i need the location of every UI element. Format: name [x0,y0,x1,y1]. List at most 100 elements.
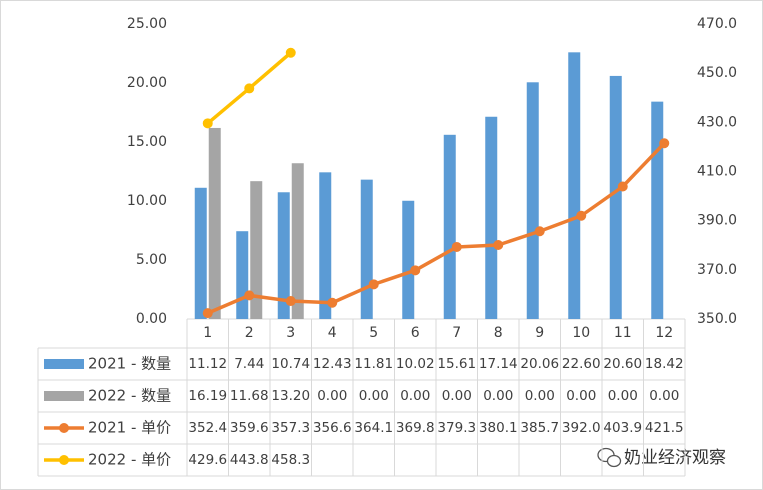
x-tick-label: 2 [245,325,254,341]
legend-label: 2021 - 数量 [88,355,171,373]
line-point [659,138,670,149]
y2-tick-label: 350.0 [697,311,737,327]
line-point [617,181,628,192]
bar [319,172,332,319]
table-value: 357.3 [271,420,310,436]
y2-tick-label: 410.0 [697,164,737,180]
line-point [368,279,379,290]
table-value: 392.0 [562,420,601,436]
line-point [576,210,587,221]
table-value: 12.43 [313,356,352,372]
legend-label: 2022 - 数量 [88,387,171,405]
table-value: 20.06 [520,356,559,372]
line-point [493,240,504,251]
y-tick-label: 20.00 [127,75,167,91]
y-tick-label: 0.00 [136,311,167,327]
line-point [451,241,462,252]
y-tick-label: 15.00 [127,134,167,150]
line-point [285,296,296,307]
y2-tick-label: 390.0 [697,213,737,229]
table-value: 443.8 [230,452,269,468]
x-tick-label: 7 [452,325,461,341]
legend-key [44,391,84,401]
y2-tick-label: 450.0 [697,65,737,81]
bar [609,75,622,319]
y-tick-label: 10.00 [127,193,167,209]
table-value: 385.7 [520,420,559,436]
table-value: 13.20 [271,388,310,404]
bar [526,82,539,320]
bar [443,134,456,319]
x-tick-label: 11 [614,325,632,341]
line-point [202,118,213,129]
line-point [285,47,296,58]
x-tick-label: 3 [286,325,295,341]
line-point [244,83,255,94]
line-point [534,226,545,237]
line-point [410,265,421,276]
line-point [202,308,213,319]
wechat-icon [597,447,622,468]
bar [194,187,207,319]
table-value: 356.6 [313,420,352,436]
table-value: 18.42 [645,356,684,372]
table-value: 359.6 [230,420,269,436]
table-value: 458.3 [271,452,310,468]
table-value: 0.00 [400,388,430,404]
table-value: 364.1 [354,420,393,436]
table-value: 0.00 [649,388,679,404]
bar [250,181,263,319]
x-tick-label: 10 [572,325,590,341]
bar [208,127,221,319]
legend-key [44,359,84,369]
bar [277,192,290,319]
y2-tick-label: 470.0 [697,16,737,32]
line-point [327,297,338,308]
x-tick-label: 1 [203,325,212,341]
x-tick-label: 4 [328,325,337,341]
table-value: 22.60 [562,356,601,372]
x-tick-label: 8 [494,325,503,341]
table-value: 421.5 [645,420,684,436]
table-value: 11.68 [230,388,269,404]
bar [236,231,249,319]
table-value: 15.61 [437,356,476,372]
table-value: 0.00 [483,388,513,404]
table-value: 10.74 [271,356,310,372]
line-point [244,290,255,301]
x-tick-label: 6 [411,325,420,341]
table-value: 7.44 [234,356,264,372]
y-tick-label: 5.00 [136,252,167,268]
y-tick-label: 25.00 [127,16,167,32]
table-value: 0.00 [359,388,389,404]
bar [402,200,415,319]
table-value: 10.02 [396,356,435,372]
y2-tick-label: 430.0 [697,114,737,130]
legend-label: 2022 - 单价 [88,451,171,469]
bar [568,52,581,319]
x-tick-label: 9 [535,325,544,341]
bar [291,163,304,319]
table-value: 11.81 [354,356,393,372]
table-value: 0.00 [317,388,347,404]
table-value: 380.1 [479,420,518,436]
x-tick-label: 12 [655,325,673,341]
table-value: 0.00 [566,388,596,404]
x-tick-label: 5 [369,325,378,341]
table-value: 379.3 [437,420,476,436]
table-value: 17.14 [479,356,518,372]
legend-key [59,423,69,433]
table-value: 0.00 [608,388,638,404]
bar [651,101,664,319]
bar [360,179,373,319]
legend-key [59,455,69,465]
legend-label: 2021 - 单价 [88,419,171,437]
table-value: 352.4 [188,420,227,436]
watermark: 奶业经济观察 [624,448,726,468]
y2-tick-label: 370.0 [697,262,737,278]
table-value: 20.60 [603,356,642,372]
table-value: 16.19 [188,388,227,404]
table-value: 11.12 [188,356,227,372]
